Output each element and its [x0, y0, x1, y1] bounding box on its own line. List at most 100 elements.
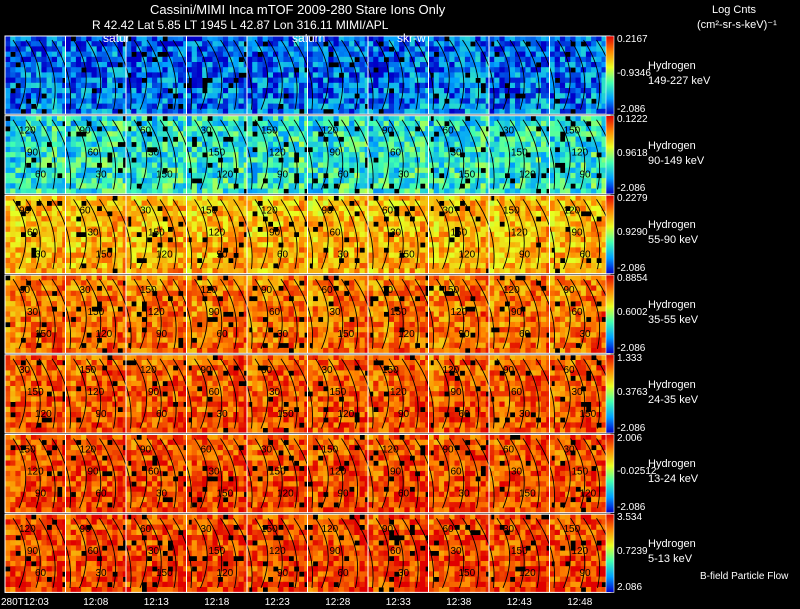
contour-lines	[12, 39, 616, 110]
energy-range-label: 55-90 keV	[648, 234, 699, 247]
contour-label: 30	[217, 409, 229, 420]
contour-label: 60	[459, 409, 471, 420]
contour-label: 120	[217, 568, 234, 579]
contour-lines: 120 90 60 90 60 30 60 30 150 30 150 120 150 120 90 120 9…	[12, 517, 616, 589]
contour-label: 60	[330, 227, 342, 238]
contour-label: 60	[564, 365, 576, 376]
contour-label: 120	[156, 249, 173, 260]
contour-label: 60	[519, 329, 531, 340]
contour-label: 60	[217, 329, 229, 340]
contour-label: 90	[27, 148, 39, 159]
contour-label: 60	[19, 285, 31, 296]
contour-label: 60	[201, 445, 213, 456]
contour-label: 30	[451, 148, 463, 159]
contour-label: 120	[390, 387, 407, 398]
colorbar-mid-value: -0.02512	[617, 466, 657, 478]
contour-label: 60	[390, 148, 402, 159]
contour-label: 120	[80, 445, 97, 456]
contour-label: 150	[19, 445, 36, 456]
chart-title: Cassini/MIMI Inca mTOF 2009-280 Stare Io…	[150, 2, 446, 17]
colorbar	[605, 513, 615, 593]
contour-lines: 150 120 90 120 90 60 90 60 30 60 30 150 30 150 120 150 1…	[12, 438, 616, 509]
colorbar-max-value: 0.2279	[617, 193, 648, 205]
species-label: Hydrogen	[648, 538, 696, 551]
contour-lines: 60 30 150 30 150 120 150 120 90 120 90 60 90 60 30 60 30…	[12, 278, 616, 349]
heatmap-row	[5, 434, 613, 513]
colorbar	[605, 35, 615, 115]
contour-label: 30	[96, 568, 108, 579]
contour-label: 150	[459, 170, 476, 181]
colorbar-max-value: 3.534	[617, 512, 643, 524]
contour-label: 120	[322, 524, 339, 535]
contour-label: 60	[511, 387, 523, 398]
contour-label: 30	[382, 285, 394, 296]
contour-label: 90	[80, 126, 92, 137]
overlay-label: saturn	[292, 31, 326, 45]
heatmap-row	[5, 36, 613, 115]
contour-label: 30	[443, 205, 455, 216]
contour-label: 90	[330, 148, 342, 159]
ephemeris-line: R 42.42 Lat 5.85 LT 1945 L 42.87 Lon 316…	[92, 18, 389, 32]
contour-label: 90	[88, 467, 100, 478]
species-label: Hydrogen	[648, 458, 696, 471]
time-tick-label: 280T12:03	[1, 597, 49, 608]
contour-label: 30	[451, 546, 463, 557]
contour-label: 120	[572, 148, 589, 159]
contour-label: 90	[19, 205, 31, 216]
energy-range-label: 35-55 keV	[648, 313, 699, 326]
contour-label: 30	[503, 524, 515, 535]
contour-label: 90	[269, 227, 281, 238]
contour-label: 150	[261, 524, 278, 535]
contour-label: 150	[451, 227, 468, 238]
panel-grid	[4, 194, 611, 275]
contour-label: 60	[322, 285, 334, 296]
contour-label: 150	[88, 307, 105, 318]
heatmap-row	[5, 514, 613, 593]
contour-label: 60	[580, 249, 592, 260]
contour-label: 30	[330, 307, 342, 318]
contour-label: 90	[443, 445, 455, 456]
energy-range-label: 90-149 keV	[648, 154, 705, 167]
time-tick-label: 12:13	[143, 597, 169, 608]
contour-label: 120	[459, 249, 476, 260]
contour-label: 30	[459, 489, 471, 500]
colorbar	[605, 274, 615, 354]
colorbar-mid-value: 0.7239	[617, 546, 648, 558]
contour-label: 90	[564, 285, 576, 296]
contour-label: 60	[390, 546, 402, 557]
heatmap-row	[5, 115, 613, 195]
contour-label: 120	[503, 285, 520, 296]
contour-label: 120	[27, 467, 44, 478]
contour-label: 30	[35, 249, 47, 260]
overlay-label: satur	[103, 31, 130, 45]
colorbar-max-value: 1.333	[617, 352, 643, 364]
contour-label: 90	[459, 329, 471, 340]
contour-label: 30	[148, 546, 160, 557]
contour-label: 90	[511, 307, 523, 318]
contour-label: 30	[27, 307, 39, 318]
contour-label: 30	[80, 285, 92, 296]
contour-label: 60	[156, 409, 168, 420]
colorbar-max-value: 0.2167	[617, 34, 648, 45]
contour-label: 150	[148, 227, 165, 238]
contour-label: 30	[96, 170, 108, 181]
contour-label: 120	[330, 467, 347, 478]
contour-label: 90	[96, 409, 108, 420]
contour-label: 60	[96, 489, 108, 500]
contour-label: 150	[140, 285, 157, 296]
contour-label: 120	[519, 170, 536, 181]
contour-label: 60	[269, 307, 281, 318]
contour-label: 150	[503, 205, 520, 216]
contour-label: 90	[580, 568, 592, 579]
contour-label: 60	[277, 249, 289, 260]
contour-label: 150	[217, 489, 234, 500]
contour-label: 90	[519, 249, 531, 260]
contour-label: 60	[261, 365, 273, 376]
colorbar-unit-label: Log Cnts	[712, 4, 757, 16]
contour-label: 60	[209, 387, 221, 398]
contour-label: 30	[503, 126, 515, 137]
species-label: Hydrogen	[648, 378, 696, 391]
contour-label: 150	[277, 409, 294, 420]
panel-grid	[4, 354, 611, 434]
